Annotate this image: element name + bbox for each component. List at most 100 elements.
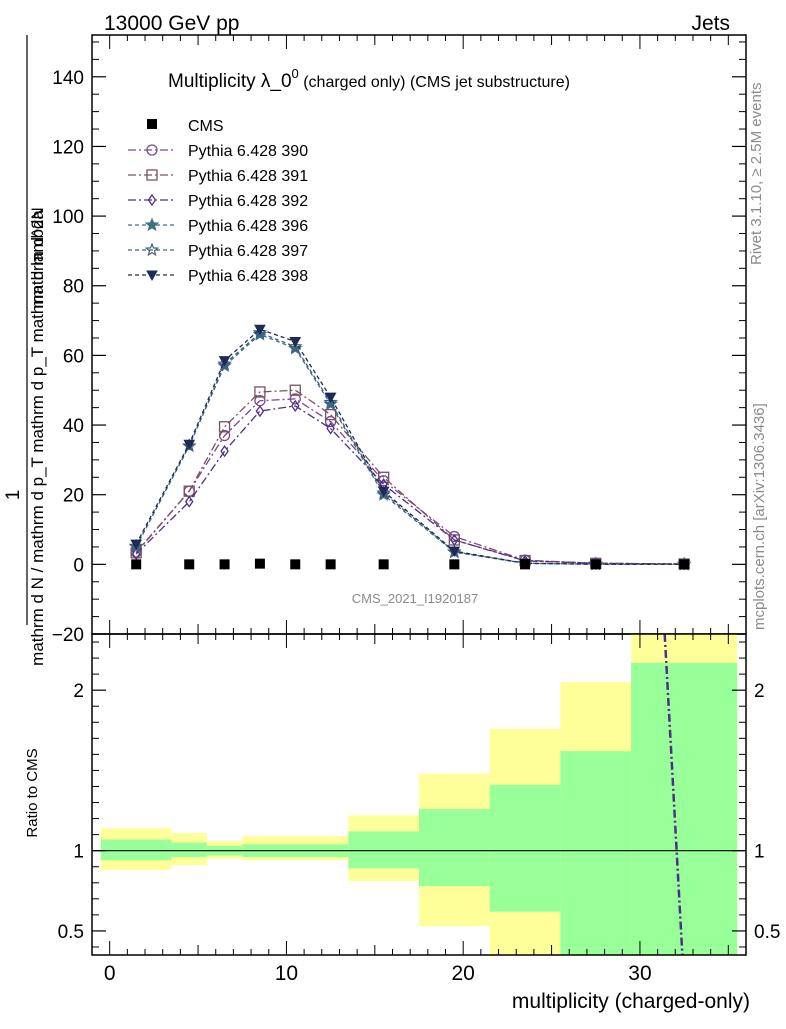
upper-panel: −20 0 20 40 60 80 100 120 140 <box>52 34 747 646</box>
series-point <box>324 408 337 421</box>
series-4 <box>128 326 692 571</box>
x-tick-label: 10 <box>275 962 298 985</box>
ratio-y-tick-label: 2 <box>73 681 84 702</box>
series-point <box>131 547 141 561</box>
series-point <box>130 539 143 551</box>
series-line <box>135 328 685 565</box>
ratio-panel: 0.5 0.51 12 20 10 20 30 <box>58 633 780 985</box>
y-tick-label: 120 <box>52 137 84 158</box>
header-energy: 13000 GeV pp <box>104 12 239 35</box>
ratio-y-tick-label: 1 <box>73 842 84 863</box>
data-point <box>131 559 142 570</box>
series-point <box>289 384 301 396</box>
legend-label: Pythia 6.428 390 <box>188 143 308 160</box>
legend-label: Pythia 6.428 391 <box>188 168 308 185</box>
y-tick-label: 100 <box>52 207 84 228</box>
ratio-band-green <box>419 808 490 886</box>
data-point <box>378 559 389 570</box>
y-tick-label: 20 <box>63 486 84 507</box>
legend-marker <box>147 193 157 207</box>
ratio-y-tick-label-right: 1 <box>754 842 765 863</box>
mcplots-label: mcplots.cern.ch [arXiv:1306.3436] <box>751 403 768 630</box>
y-tick-label: 60 <box>63 346 84 367</box>
data-point <box>679 559 690 570</box>
legend-label: Pythia 6.428 392 <box>188 193 308 210</box>
ratio-band-green <box>631 662 738 955</box>
series-point <box>289 393 301 405</box>
series-point <box>324 415 337 428</box>
data-point <box>219 559 230 570</box>
series-point <box>254 324 266 336</box>
ratio-band-green <box>348 831 419 869</box>
series-point <box>218 356 231 367</box>
legend-label: Pythia 6.428 397 <box>188 243 308 260</box>
series-point <box>448 546 461 558</box>
ratio-y-tick-label-right: 0.5 <box>754 922 780 943</box>
series-line <box>135 389 685 565</box>
x-tick-label: 20 <box>452 962 475 985</box>
data-point <box>590 559 601 570</box>
series-line <box>135 333 685 565</box>
series-1 <box>130 393 690 570</box>
legend-label-cms: CMS <box>188 118 224 135</box>
data-point <box>254 558 265 569</box>
series-point <box>287 339 303 353</box>
series-point <box>324 392 337 404</box>
series-point <box>289 336 302 348</box>
series-line <box>135 332 685 565</box>
series-point <box>326 422 335 435</box>
legend-marker <box>146 270 158 282</box>
y-tick-label: 0 <box>73 555 84 576</box>
series-2 <box>130 384 690 570</box>
series-point <box>323 394 338 409</box>
x-axis-label: multiplicity (charged-only) <box>512 990 750 1013</box>
series-line <box>135 405 685 565</box>
data-point <box>520 559 531 570</box>
series-point <box>184 495 194 508</box>
data-point <box>449 559 460 570</box>
series-line <box>135 398 685 565</box>
chart-title: Multiplicity λ_00 (charged only) (CMS je… <box>168 66 570 92</box>
ratio-band-green <box>100 839 172 861</box>
series-point <box>255 404 265 418</box>
series-point <box>254 386 266 398</box>
legend-marker-cms <box>147 119 157 129</box>
data-point <box>290 559 301 570</box>
y-label-denominator: mathrm d N / mathrm d p_T mathrm d p_T m… <box>28 210 47 666</box>
legend-label: Pythia 6.428 396 <box>188 218 308 235</box>
ratio-y-tick-label: 0.5 <box>58 922 84 943</box>
data-point <box>325 559 336 570</box>
series-point <box>377 471 390 483</box>
ratio-mc-line <box>663 634 684 955</box>
ratio-band-green <box>171 842 207 858</box>
y-tick-label: 80 <box>63 277 84 298</box>
ratio-band-green <box>489 784 561 912</box>
series-point <box>217 356 232 371</box>
y-label-numerator: 1 <box>3 490 24 501</box>
ratio-frame <box>91 633 747 956</box>
legend-marker <box>146 144 158 156</box>
ratio-bands <box>92 634 746 955</box>
analysis-watermark: CMS_2021_I1920187 <box>352 591 479 606</box>
lower-y-axis-label: Ratio to CMS <box>24 748 41 837</box>
series-3 <box>131 399 689 571</box>
y-tick-label: 140 <box>52 68 84 89</box>
legend-marker <box>144 217 160 232</box>
series-point <box>183 439 196 451</box>
legend-label: Pythia 6.428 398 <box>188 268 308 285</box>
legend: CMS Pythia 6.428 390 Pythia 6.428 391 Pythi… <box>128 118 308 285</box>
ratio-band-green <box>560 751 632 955</box>
series-point <box>220 445 229 458</box>
series-point <box>218 421 231 433</box>
series-point <box>290 399 300 413</box>
ratio-y-tick-label-right: 2 <box>754 681 765 702</box>
y-label-numerator-2: mathrm d^2N <box>28 207 47 309</box>
x-tick-label: 0 <box>104 962 116 985</box>
y-tick-label: −20 <box>52 625 84 646</box>
title-main: Multiplicity λ_0 <box>168 71 292 92</box>
data-point <box>184 559 195 570</box>
legend-marker <box>146 169 158 181</box>
title-superscript: 0 <box>292 66 299 81</box>
